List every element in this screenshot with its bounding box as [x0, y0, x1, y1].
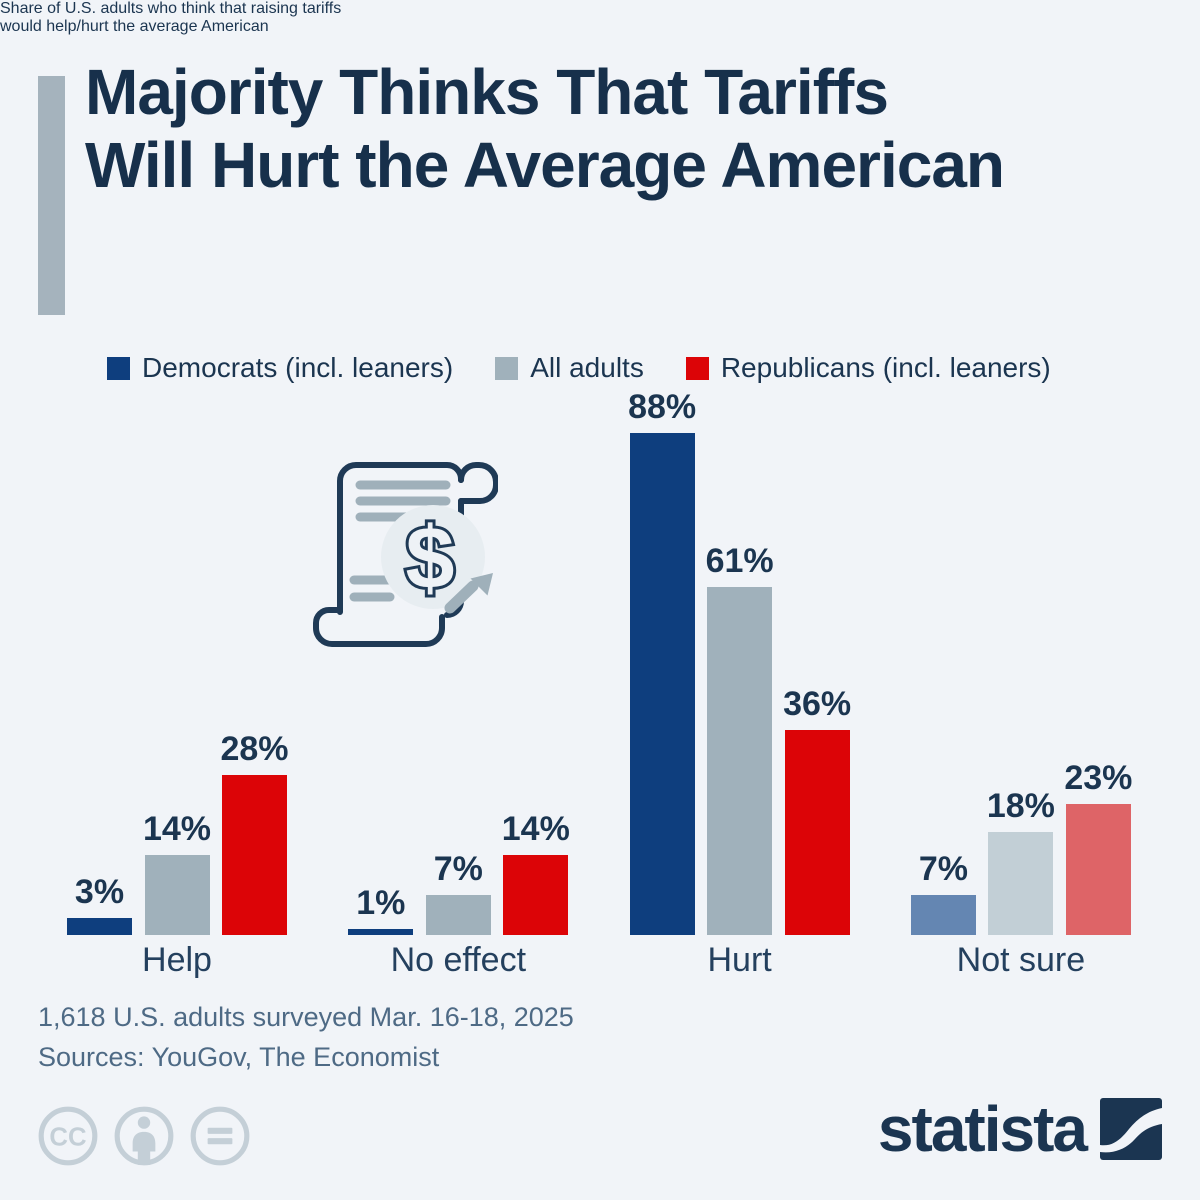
bar-value-not-sure-all-adults: 18%	[986, 787, 1055, 825]
bar-help-republicans-incl-leaners	[222, 775, 287, 935]
bar-value-hurt-democrats-incl-leaners: 88%	[628, 388, 697, 426]
bar-value-no-effect-republicans-incl-leaners: 14%	[501, 810, 570, 848]
legend: Democrats (incl. leaners) All adults Rep…	[107, 352, 1051, 384]
title-line-2: Will Hurt the Average American	[85, 129, 1005, 201]
survey-note: 1,618 U.S. adults surveyed Mar. 16-18, 2…	[38, 1002, 574, 1032]
bar-hurt-all-adults	[707, 587, 773, 935]
bar-help-democrats-incl-leaners	[67, 918, 132, 935]
bar-not-sure-all-adults	[988, 832, 1054, 935]
tariff-scroll-dollar-icon: $	[313, 462, 498, 647]
cc-icon: CC	[38, 1106, 98, 1166]
legend-label-republicans: Republicans (incl. leaners)	[720, 352, 1051, 383]
title-accent-bar	[38, 76, 65, 315]
bar-hurt-republicans-incl-leaners	[784, 730, 850, 935]
legend-item-all-adults: All adults	[495, 352, 644, 384]
bar-hurt-democrats-incl-leaners	[629, 433, 695, 935]
legend-label-democrats: Democrats (incl. leaners)	[142, 352, 454, 383]
title-line-1: Majority Thinks That Tariffs	[85, 56, 889, 128]
legend-swatch-republicans	[685, 356, 709, 380]
category-label-no-effect: No effect	[390, 941, 527, 979]
bar-value-no-effect-democrats-incl-leaners: 1%	[356, 884, 406, 922]
legend-item-republicans: Republicans (incl. leaners)	[685, 352, 1051, 384]
bar-help-all-adults	[144, 855, 210, 935]
bar-value-not-sure-republicans-incl-leaners: 23%	[1064, 759, 1133, 797]
page-title: Majority Thinks That Tariffs Will Hurt t…	[85, 56, 1005, 202]
bar-no-effect-republicans-incl-leaners	[503, 855, 569, 935]
category-label-help: Help	[142, 941, 212, 979]
bar-not-sure-republicans-incl-leaners	[1065, 804, 1131, 935]
bar-value-help-all-adults: 14%	[142, 810, 212, 848]
bar-no-effect-all-adults	[425, 895, 491, 935]
dollar-circle-background	[381, 505, 485, 609]
legend-item-democrats: Democrats (incl. leaners)	[107, 352, 453, 384]
category-label-not-sure: Not sure	[956, 941, 1086, 979]
sources-note: Sources: YouGov, The Economist	[38, 1042, 440, 1072]
legend-swatch-democrats	[107, 356, 130, 380]
license-icons: CC	[36, 1104, 252, 1168]
subtitle-line-1: Share of U.S. adults who think that rais…	[0, 0, 342, 17]
bar-value-not-sure-democrats-incl-leaners: 7%	[918, 850, 968, 888]
bar-value-hurt-all-adults: 61%	[705, 542, 774, 580]
legend-label-all-adults: All adults	[530, 352, 644, 383]
bar-value-hurt-republicans-incl-leaners: 36%	[783, 685, 852, 723]
arrow-up-right-icon	[444, 573, 493, 614]
statista-swoosh-icon	[1100, 1098, 1162, 1160]
statista-logo: statista	[877, 1093, 1162, 1165]
attribution-person-icon	[114, 1106, 174, 1166]
dollar-sign-icon: $	[406, 508, 455, 607]
equals-icon	[190, 1106, 250, 1166]
subtitle-line-2: would help/hurt the average American	[0, 18, 269, 35]
bar-value-no-effect-all-adults: 7%	[433, 850, 483, 888]
footer-note: 1,618 U.S. adults surveyed Mar. 16-18, 2…	[38, 997, 574, 1077]
bar-no-effect-democrats-incl-leaners	[348, 929, 414, 935]
statista-wordmark: statista	[877, 1093, 1088, 1165]
legend-swatch-all-adults	[495, 356, 519, 380]
bar-value-help-democrats-incl-leaners: 3%	[74, 873, 125, 911]
bar-not-sure-democrats-incl-leaners	[910, 895, 976, 935]
svg-text:CC: CC	[49, 1123, 86, 1151]
bar-value-help-republicans-incl-leaners: 28%	[220, 730, 289, 768]
category-label-hurt: Hurt	[707, 941, 772, 979]
